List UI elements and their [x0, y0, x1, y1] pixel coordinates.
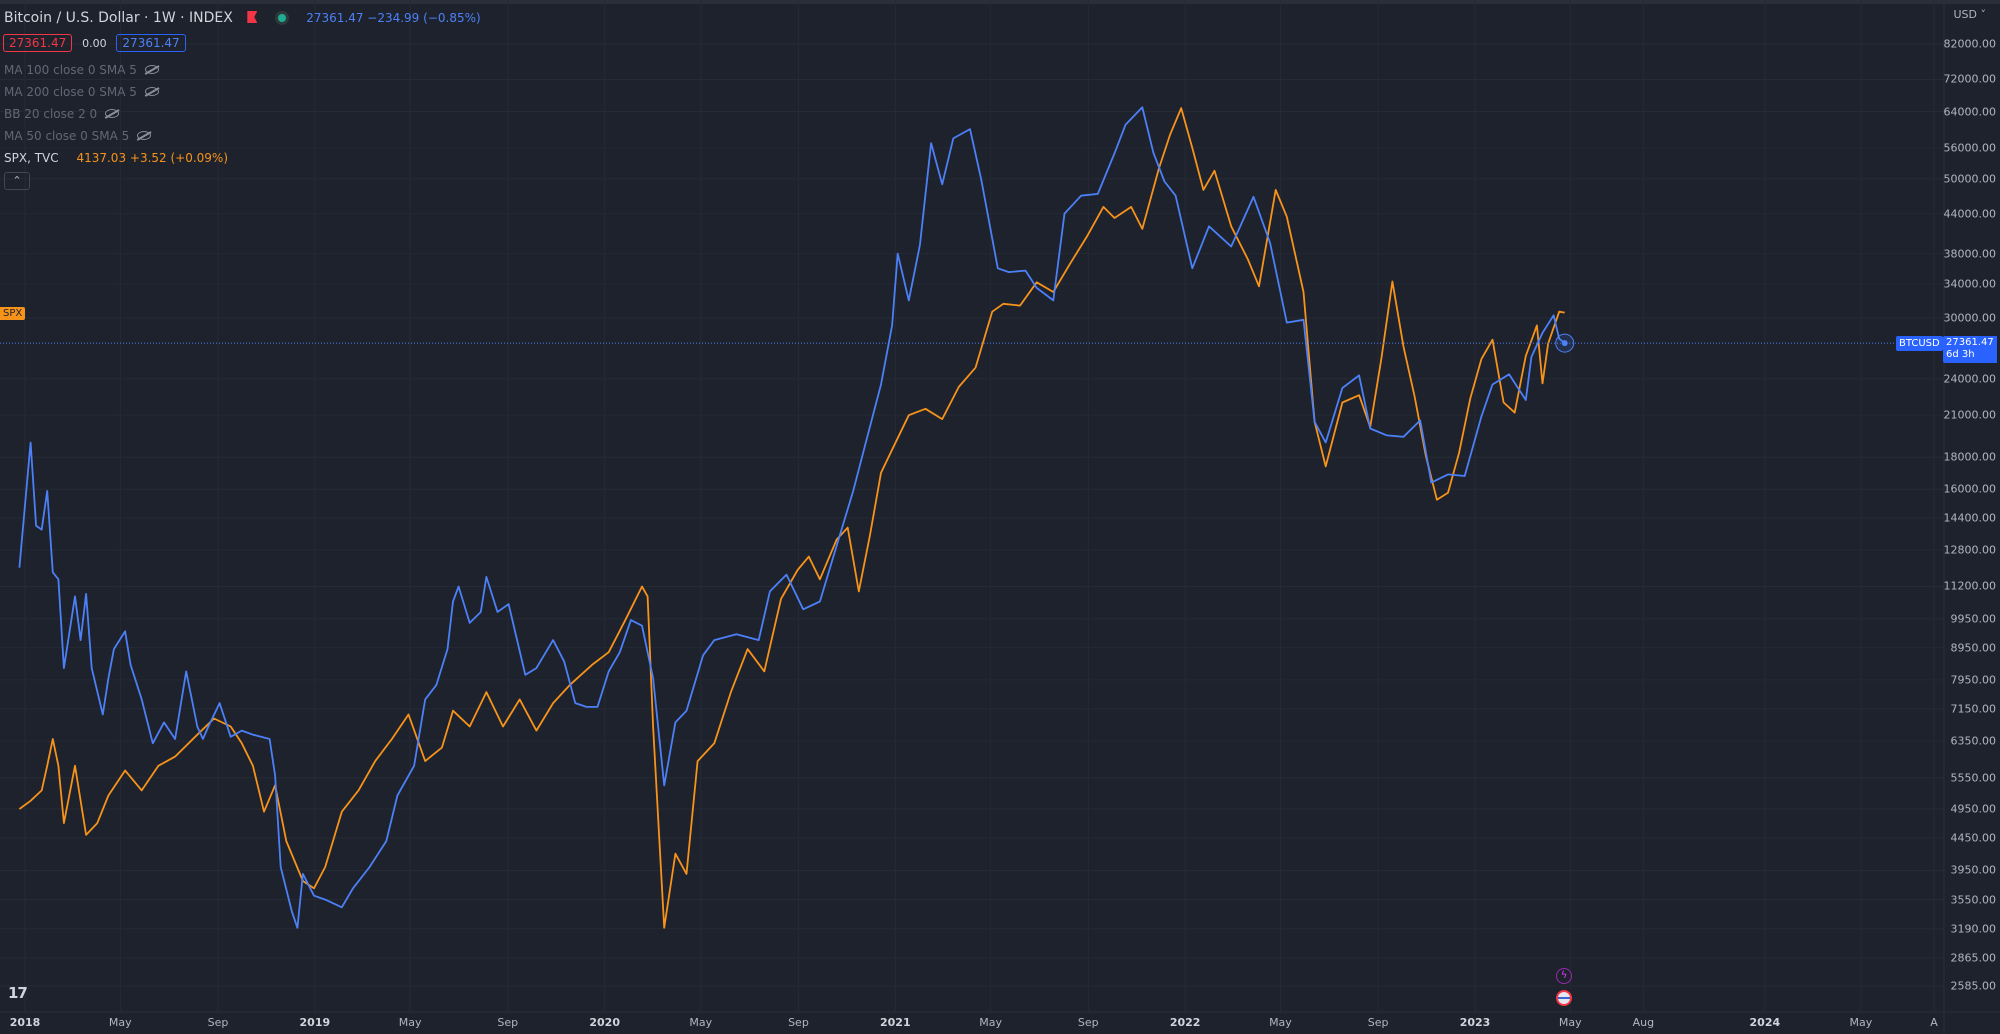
bid-ask-row: 27361.47 0.00 27361.47	[3, 34, 186, 52]
price-tick-label: 6350.00	[1950, 734, 1997, 748]
btcusd-series-line[interactable]	[18, 106, 1566, 929]
series-lines	[18, 106, 1566, 929]
indicator-ma200[interactable]: MA 200 close 0 SMA 5	[4, 85, 159, 99]
time-tick-label: May	[1269, 1016, 1292, 1029]
time-tick-label: Aug	[1632, 1016, 1655, 1029]
btc-symbol-tag: BTCUSD	[1896, 336, 1943, 351]
price-tick-label: 3190.00	[1950, 922, 1997, 936]
time-tick-label: May	[108, 1016, 132, 1029]
price-tick-label: 3550.00	[1950, 893, 1997, 907]
price-tick-label: 50000.00	[1943, 172, 1997, 186]
last-point-dot	[1561, 340, 1568, 347]
compare-symbol[interactable]: SPX, TVC	[4, 151, 59, 165]
time-tick-label: May	[979, 1016, 1002, 1029]
price-tick-label: 9950.00	[1950, 612, 1997, 626]
price-change: 27361.47 −234.99 (−0.85%)	[306, 11, 481, 25]
hidden-eye-icon[interactable]	[137, 131, 152, 140]
spx-series-line[interactable]	[18, 107, 1565, 929]
price-tick-label: 38000.00	[1943, 247, 1997, 261]
btc-price-tag: 27361.47 6d 3h	[1943, 336, 1997, 363]
time-tick-label: 2020	[589, 1016, 620, 1029]
hidden-eye-icon[interactable]	[144, 65, 159, 74]
symbol-title[interactable]: Bitcoin / U.S. Dollar · 1W · INDEX	[4, 10, 233, 26]
indicator-label: BB 20 close 2 0	[4, 107, 98, 121]
time-tick-label: Sep	[788, 1016, 809, 1029]
time-tick-label: 2019	[299, 1016, 331, 1029]
hidden-eye-icon[interactable]	[105, 109, 120, 118]
grid	[0, 0, 1944, 1012]
flag-icon[interactable]	[247, 11, 258, 23]
hidden-eye-icon[interactable]	[144, 87, 159, 96]
price-tick-label: 7950.00	[1950, 673, 1997, 687]
price-tick-label: 4950.00	[1950, 802, 1997, 816]
price-tick-label: 21000.00	[1943, 408, 1997, 422]
ask-price[interactable]: 27361.47	[116, 34, 186, 52]
indicator-label: MA 200 close 0 SMA 5	[4, 85, 137, 99]
btc-countdown: 6d 3h	[1946, 349, 1975, 360]
indicator-ma100[interactable]: MA 100 close 0 SMA 5	[4, 63, 159, 77]
price-tick-label: 12800.00	[1943, 543, 1997, 557]
compare-legend[interactable]: SPX, TVC 4137.03 +3.52 (+0.09%)	[4, 151, 228, 165]
price-tick-label: 16000.00	[1943, 482, 1997, 496]
time-tick-label: Sep	[1077, 1016, 1099, 1029]
time-tick-label: 2024	[1749, 1016, 1781, 1029]
price-tick-label: 30000.00	[1943, 311, 1997, 325]
price-tick-label: 7150.00	[1950, 702, 1997, 716]
price-tick-label: 2865.00	[1950, 951, 1997, 965]
indicator-label: MA 100 close 0 SMA 5	[4, 63, 137, 77]
time-tick-label: Sep	[207, 1016, 229, 1029]
indicator-bb[interactable]: BB 20 close 2 0	[4, 107, 120, 121]
us-flag-icon[interactable]	[1556, 990, 1572, 1006]
compare-value: 4137.03 +3.52 (+0.09%)	[76, 151, 229, 165]
time-tick-label: Sep	[1367, 1016, 1389, 1029]
time-tick-label: Sep	[497, 1016, 519, 1029]
last-point-marker	[1555, 333, 1575, 353]
indicator-ma50[interactable]: MA 50 close 0 SMA 5	[4, 129, 152, 143]
price-tick-label: 56000.00	[1943, 141, 1997, 155]
price-tick-label: 34000.00	[1943, 277, 1997, 291]
price-tick-label: 11200.00	[1943, 579, 1997, 593]
top-border	[0, 0, 2000, 4]
time-tick-label: 2018	[9, 1016, 41, 1029]
price-tick-label: 72000.00	[1943, 72, 1997, 86]
time-tick-label: May	[689, 1016, 713, 1029]
price-tick-label: 3950.00	[1950, 863, 1997, 877]
bid-price[interactable]: 27361.47	[3, 34, 73, 52]
price-tick-label: 82000.00	[1943, 37, 1997, 51]
price-tick-label: 5550.00	[1950, 771, 1997, 785]
btc-price-tag-value: 27361.47	[1946, 337, 1994, 348]
time-tick-label: 2021	[880, 1016, 911, 1029]
collapse-legend-button[interactable]: ⌃	[4, 172, 30, 190]
tradingview-logo[interactable]: 17	[8, 984, 28, 1002]
currency-label: USD	[1953, 8, 1977, 21]
time-tick-label: May	[1558, 1016, 1582, 1029]
time-tick-label: May	[398, 1016, 422, 1029]
currency-selector[interactable]: USD ˅	[1953, 8, 1986, 21]
time-tick-label: A	[1930, 1016, 1938, 1029]
spx-axis-tag: SPX	[0, 307, 26, 320]
price-tick-label: 4450.00	[1950, 831, 1997, 845]
time-tick-label: May	[1849, 1016, 1873, 1029]
price-tick-label: 14400.00	[1943, 511, 1997, 525]
price-tick-label: 24000.00	[1943, 372, 1997, 386]
indicator-label: MA 50 close 0 SMA 5	[4, 129, 130, 143]
market-status-icon	[277, 14, 286, 22]
time-tick-label: 2022	[1169, 1016, 1201, 1029]
price-tick-label: 44000.00	[1943, 207, 1997, 221]
price-tick-label: 8950.00	[1950, 641, 1997, 655]
chart-legend-title[interactable]: Bitcoin / U.S. Dollar · 1W · INDEX 27361…	[4, 10, 481, 26]
price-tick-label: 64000.00	[1943, 105, 1997, 119]
time-tick-label: 2023	[1459, 1016, 1491, 1029]
spread: 0.00	[82, 37, 107, 50]
price-tick-label: 2585.00	[1950, 979, 1997, 993]
lightning-icon[interactable]: ϟ	[1556, 968, 1572, 984]
price-tick-label: 18000.00	[1943, 450, 1997, 464]
